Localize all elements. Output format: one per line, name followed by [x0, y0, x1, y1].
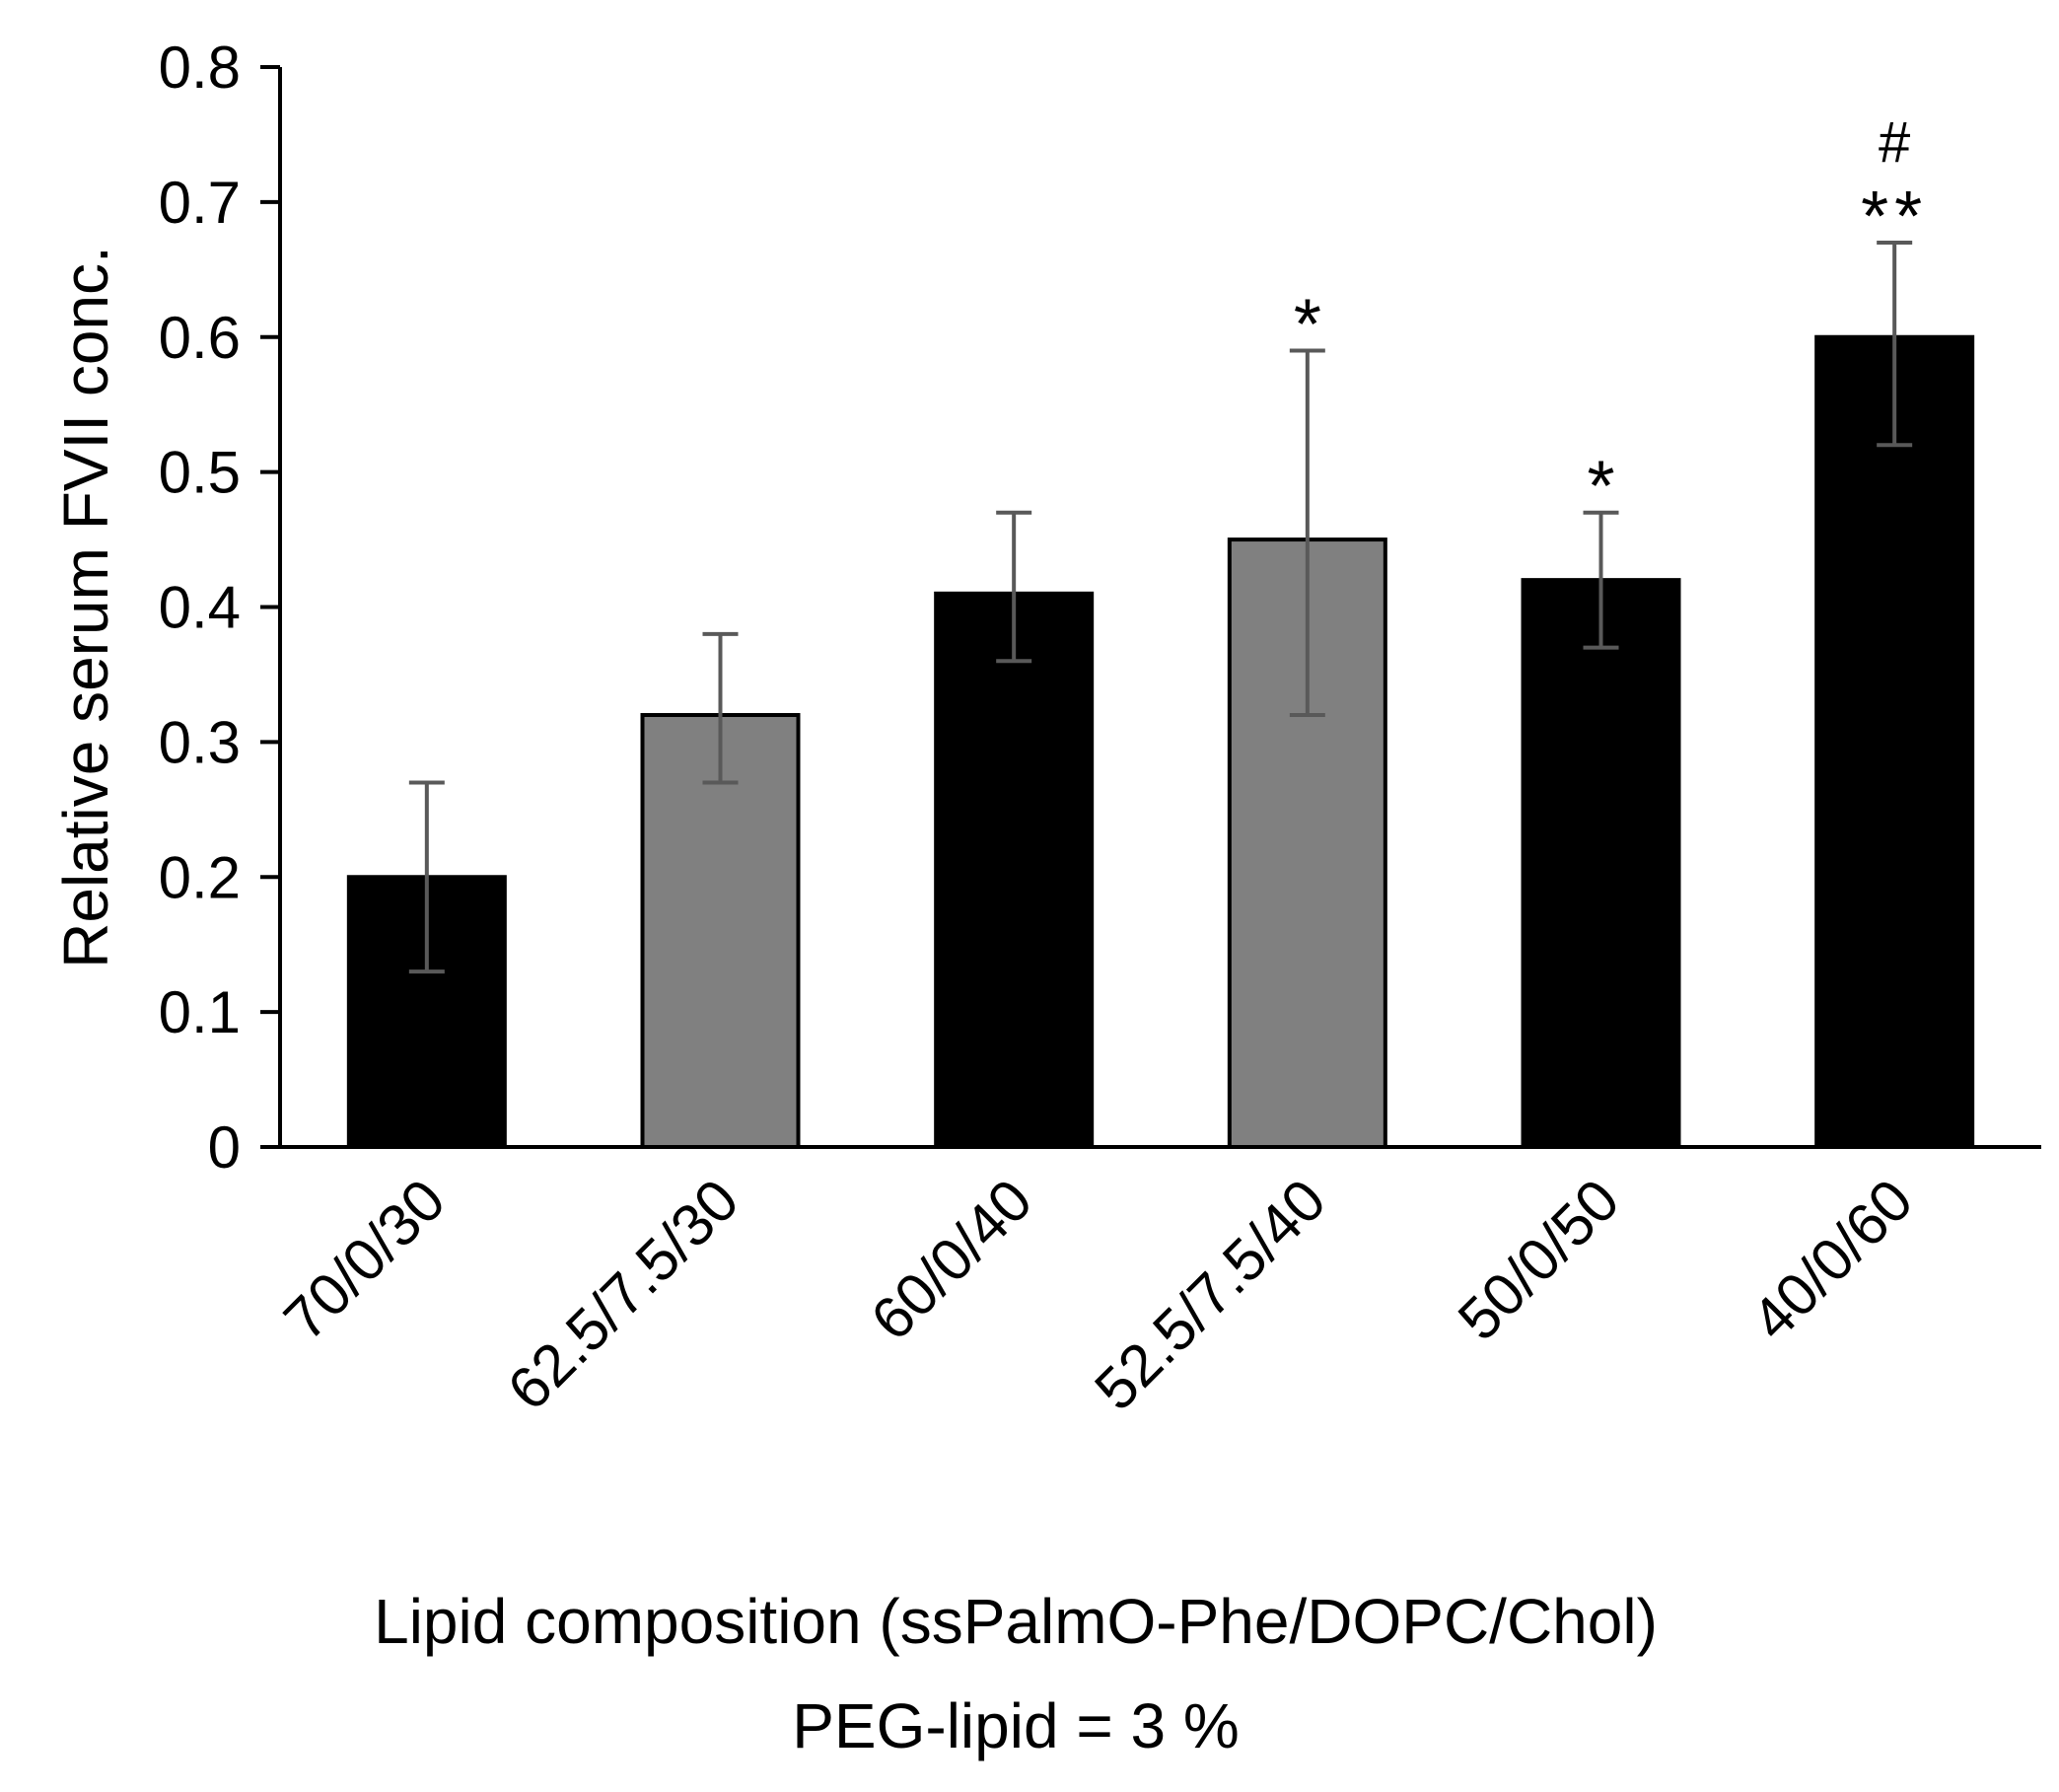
bar	[1814, 334, 1975, 1149]
x-axis-title-line1: Lipid composition (ssPalmO-Phe/DOPC/Chol…	[374, 1586, 1658, 1657]
y-tick-label: 0.6	[159, 305, 241, 371]
x-category-label: 50/0/50	[1446, 1167, 1632, 1353]
significance-marker: *	[1587, 448, 1614, 527]
x-category-label: 40/0/60	[1739, 1167, 1925, 1353]
y-axis-title: Relative serum FVII conc.	[50, 246, 121, 968]
y-tick-label: 0.5	[159, 440, 241, 506]
y-tick-label: 0	[208, 1114, 241, 1181]
y-tick-label: 0.1	[159, 979, 241, 1045]
x-category-label: 52.5/7.5/40	[1082, 1167, 1338, 1423]
x-axis-title-line2: PEG-lipid = 3 %	[792, 1690, 1240, 1761]
y-tick-label: 0.7	[159, 170, 241, 236]
x-category-label: 62.5/7.5/30	[495, 1167, 751, 1423]
significance-marker: **	[1861, 178, 1928, 256]
y-tick-label: 0.2	[159, 844, 241, 910]
x-category-labels-layer: 70/0/30 62.5/7.5/30 60/0/40 52.5/7.5/40 50/0…	[271, 1167, 1925, 1423]
y-ticks-layer: 0 0.1 0.2 0.3 0.4 0.5 0.6 0.7 0.8	[159, 35, 280, 1181]
hash-marker: #	[1879, 110, 1910, 175]
y-tick-label: 0.8	[159, 35, 241, 101]
y-tick-label: 0.3	[159, 709, 241, 775]
error-bars-layer	[408, 240, 1913, 974]
bars-layer	[346, 334, 1975, 1149]
bar	[934, 591, 1095, 1149]
significance-markers-layer: ****#	[1294, 110, 1928, 527]
bar	[1521, 578, 1681, 1149]
axes-layer	[278, 67, 2041, 1149]
significance-marker: *	[1294, 285, 1321, 364]
x-category-label: 70/0/30	[271, 1167, 458, 1353]
bar	[640, 713, 801, 1149]
x-category-label: 60/0/40	[858, 1167, 1044, 1353]
y-tick-label: 0.4	[159, 575, 241, 641]
